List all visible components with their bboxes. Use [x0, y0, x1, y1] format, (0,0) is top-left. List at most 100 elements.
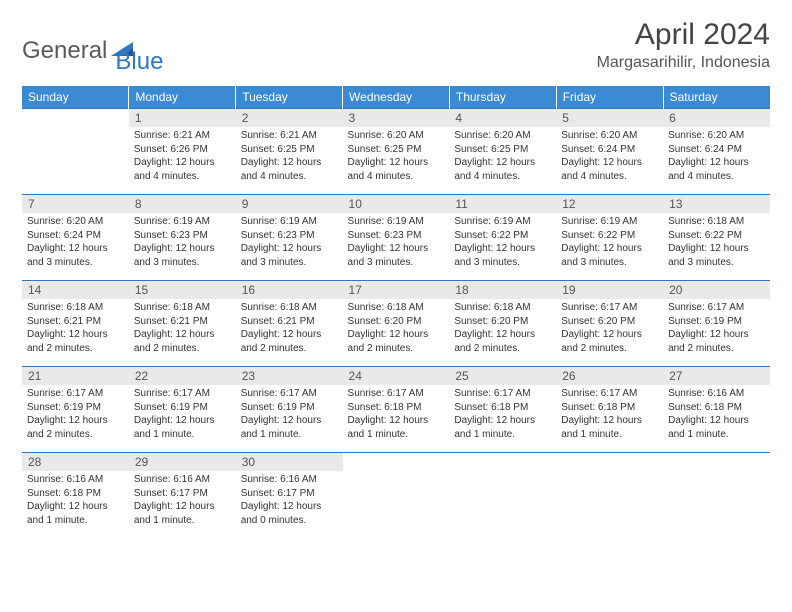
sunset-text: Sunset: 6:21 PM — [134, 315, 231, 329]
day-details: Sunrise: 6:20 AMSunset: 6:25 PMDaylight:… — [343, 127, 450, 187]
day-number: 7 — [22, 195, 129, 213]
day-number: 12 — [556, 195, 663, 213]
calendar-day-cell: 1Sunrise: 6:21 AMSunset: 6:26 PMDaylight… — [129, 109, 236, 195]
day-details: Sunrise: 6:18 AMSunset: 6:20 PMDaylight:… — [449, 299, 556, 359]
day-number — [663, 453, 770, 471]
day-details: Sunrise: 6:17 AMSunset: 6:19 PMDaylight:… — [663, 299, 770, 359]
sunset-text: Sunset: 6:17 PM — [241, 487, 338, 501]
calendar-day-cell: 13Sunrise: 6:18 AMSunset: 6:22 PMDayligh… — [663, 195, 770, 281]
calendar-day-cell — [556, 453, 663, 539]
calendar-day-cell — [22, 109, 129, 195]
day-number: 5 — [556, 109, 663, 127]
brand-blue: Blue — [115, 48, 163, 76]
day-number: 6 — [663, 109, 770, 127]
daylight-text: Daylight: 12 hours and 1 minute. — [454, 414, 551, 441]
sunrise-text: Sunrise: 6:19 AM — [561, 215, 658, 229]
calendar-day-cell: 16Sunrise: 6:18 AMSunset: 6:21 PMDayligh… — [236, 281, 343, 367]
day-details: Sunrise: 6:19 AMSunset: 6:23 PMDaylight:… — [129, 213, 236, 273]
daylight-text: Daylight: 12 hours and 3 minutes. — [134, 242, 231, 269]
daylight-text: Daylight: 12 hours and 1 minute. — [134, 414, 231, 441]
day-details: Sunrise: 6:19 AMSunset: 6:23 PMDaylight:… — [343, 213, 450, 273]
sunrise-text: Sunrise: 6:20 AM — [348, 129, 445, 143]
calendar-day-cell: 17Sunrise: 6:18 AMSunset: 6:20 PMDayligh… — [343, 281, 450, 367]
calendar-day-cell: 18Sunrise: 6:18 AMSunset: 6:20 PMDayligh… — [449, 281, 556, 367]
day-details: Sunrise: 6:21 AMSunset: 6:26 PMDaylight:… — [129, 127, 236, 187]
calendar-week-row: 21Sunrise: 6:17 AMSunset: 6:19 PMDayligh… — [22, 367, 770, 453]
day-details: Sunrise: 6:18 AMSunset: 6:21 PMDaylight:… — [129, 299, 236, 359]
daylight-text: Daylight: 12 hours and 3 minutes. — [454, 242, 551, 269]
daylight-text: Daylight: 12 hours and 1 minute. — [134, 500, 231, 527]
day-number: 4 — [449, 109, 556, 127]
sunrise-text: Sunrise: 6:20 AM — [668, 129, 765, 143]
sunset-text: Sunset: 6:18 PM — [668, 401, 765, 415]
calendar-day-cell: 24Sunrise: 6:17 AMSunset: 6:18 PMDayligh… — [343, 367, 450, 453]
day-number: 2 — [236, 109, 343, 127]
day-details: Sunrise: 6:17 AMSunset: 6:19 PMDaylight:… — [22, 385, 129, 445]
calendar-day-cell: 23Sunrise: 6:17 AMSunset: 6:19 PMDayligh… — [236, 367, 343, 453]
calendar-day-cell: 25Sunrise: 6:17 AMSunset: 6:18 PMDayligh… — [449, 367, 556, 453]
day-number — [22, 109, 129, 127]
calendar-day-cell: 21Sunrise: 6:17 AMSunset: 6:19 PMDayligh… — [22, 367, 129, 453]
daylight-text: Daylight: 12 hours and 1 minute. — [241, 414, 338, 441]
calendar-day-cell: 12Sunrise: 6:19 AMSunset: 6:22 PMDayligh… — [556, 195, 663, 281]
sunrise-text: Sunrise: 6:16 AM — [134, 473, 231, 487]
calendar-day-cell: 4Sunrise: 6:20 AMSunset: 6:25 PMDaylight… — [449, 109, 556, 195]
day-details: Sunrise: 6:17 AMSunset: 6:18 PMDaylight:… — [556, 385, 663, 445]
calendar-day-cell: 19Sunrise: 6:17 AMSunset: 6:20 PMDayligh… — [556, 281, 663, 367]
daylight-text: Daylight: 12 hours and 4 minutes. — [561, 156, 658, 183]
sunrise-text: Sunrise: 6:17 AM — [561, 301, 658, 315]
sunset-text: Sunset: 6:23 PM — [348, 229, 445, 243]
sunrise-text: Sunrise: 6:18 AM — [241, 301, 338, 315]
calendar-day-cell: 5 Sunrise: 6:20 AMSunset: 6:24 PMDaylight… — [556, 109, 663, 195]
day-details: Sunrise: 6:17 AMSunset: 6:19 PMDaylight:… — [129, 385, 236, 445]
page-title: April 2024 — [597, 18, 770, 52]
day-number: 10 — [343, 195, 450, 213]
day-number: 23 — [236, 367, 343, 385]
daylight-text: Daylight: 12 hours and 2 minutes. — [668, 328, 765, 355]
daylight-text: Daylight: 12 hours and 2 minutes. — [241, 328, 338, 355]
sunrise-text: Sunrise: 6:19 AM — [348, 215, 445, 229]
sunset-text: Sunset: 6:24 PM — [27, 229, 124, 243]
sunset-text: Sunset: 6:20 PM — [348, 315, 445, 329]
day-details: Sunrise: 6:18 AMSunset: 6:20 PMDaylight:… — [343, 299, 450, 359]
sunset-text: Sunset: 6:18 PM — [454, 401, 551, 415]
day-details: Sunrise: 6:21 AMSunset: 6:25 PMDaylight:… — [236, 127, 343, 187]
daylight-text: Daylight: 12 hours and 1 minute. — [27, 500, 124, 527]
day-details: Sunrise: 6:16 AMSunset: 6:17 PMDaylight:… — [129, 471, 236, 531]
sunrise-text: Sunrise: 6:18 AM — [668, 215, 765, 229]
sunset-text: Sunset: 6:22 PM — [561, 229, 658, 243]
calendar-day-cell: 10Sunrise: 6:19 AMSunset: 6:23 PMDayligh… — [343, 195, 450, 281]
daylight-text: Daylight: 12 hours and 4 minutes. — [454, 156, 551, 183]
sunrise-text: Sunrise: 6:16 AM — [27, 473, 124, 487]
calendar-day-cell: 11Sunrise: 6:19 AMSunset: 6:22 PMDayligh… — [449, 195, 556, 281]
sunrise-text: Sunrise: 6:20 AM — [561, 129, 658, 143]
brand-logo: General Blue — [22, 26, 163, 76]
day-number: 13 — [663, 195, 770, 213]
sunset-text: Sunset: 6:25 PM — [241, 143, 338, 157]
calendar-week-row: 7Sunrise: 6:20 AMSunset: 6:24 PMDaylight… — [22, 195, 770, 281]
day-details: Sunrise: 6:17 AMSunset: 6:18 PMDaylight:… — [449, 385, 556, 445]
calendar-day-cell: 22Sunrise: 6:17 AMSunset: 6:19 PMDayligh… — [129, 367, 236, 453]
sunset-text: Sunset: 6:18 PM — [348, 401, 445, 415]
day-number: 3 — [343, 109, 450, 127]
calendar-day-cell: 2Sunrise: 6:21 AMSunset: 6:25 PMDaylight… — [236, 109, 343, 195]
day-number: 20 — [663, 281, 770, 299]
calendar-day-cell: 14Sunrise: 6:18 AMSunset: 6:21 PMDayligh… — [22, 281, 129, 367]
day-details: Sunrise: 6:20 AMSunset: 6:24 PMDaylight:… — [22, 213, 129, 273]
day-number: 24 — [343, 367, 450, 385]
daylight-text: Daylight: 12 hours and 2 minutes. — [561, 328, 658, 355]
day-number: 27 — [663, 367, 770, 385]
sunset-text: Sunset: 6:24 PM — [561, 143, 658, 157]
weekday-header: Tuesday — [236, 86, 343, 109]
sunrise-text: Sunrise: 6:17 AM — [348, 387, 445, 401]
sunrise-text: Sunrise: 6:17 AM — [454, 387, 551, 401]
daylight-text: Daylight: 12 hours and 1 minute. — [561, 414, 658, 441]
day-details: Sunrise: 6:16 AMSunset: 6:18 PMDaylight:… — [22, 471, 129, 531]
sunrise-text: Sunrise: 6:17 AM — [134, 387, 231, 401]
weekday-header: Saturday — [663, 86, 770, 109]
day-number: 15 — [129, 281, 236, 299]
sunrise-text: Sunrise: 6:20 AM — [454, 129, 551, 143]
calendar-day-cell: 9Sunrise: 6:19 AMSunset: 6:23 PMDaylight… — [236, 195, 343, 281]
day-number — [343, 453, 450, 471]
day-details: Sunrise: 6:16 AMSunset: 6:18 PMDaylight:… — [663, 385, 770, 445]
